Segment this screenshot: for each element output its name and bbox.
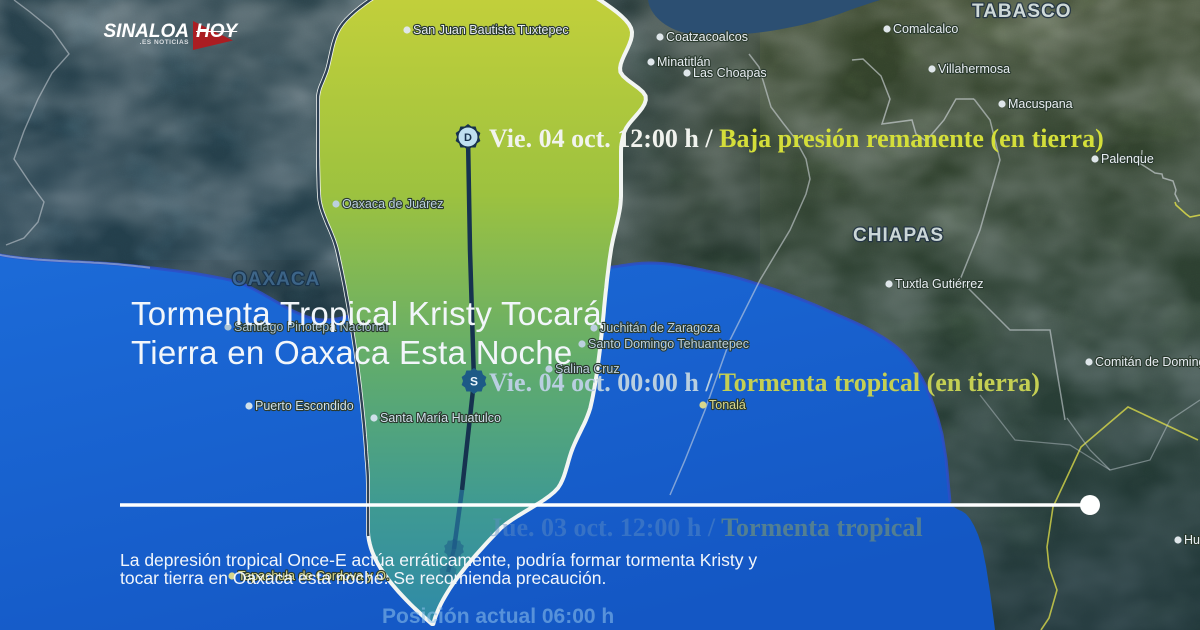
svg-text:Comitán de Dominguez: Comitán de Dominguez — [1095, 355, 1200, 369]
svg-text:Comalcalco: Comalcalco — [893, 22, 958, 36]
svg-text:OAXACA: OAXACA — [232, 269, 320, 290]
svg-text:Macuspana: Macuspana — [1008, 97, 1073, 111]
svg-text:S: S — [470, 375, 478, 389]
svg-text:Tuxtla Gutiérrez: Tuxtla Gutiérrez — [895, 277, 983, 291]
svg-text:Coatzacoalcos: Coatzacoalcos — [666, 30, 748, 44]
svg-text:Oaxaca de Juárez: Oaxaca de Juárez — [342, 197, 443, 211]
svg-text:TABASCO: TABASCO — [972, 1, 1072, 22]
svg-text:D: D — [464, 132, 472, 144]
svg-text:Palenque: Palenque — [1101, 152, 1154, 166]
svg-text:CHIAPAS: CHIAPAS — [853, 225, 944, 246]
svg-text:Villahermosa: Villahermosa — [938, 62, 1010, 76]
svg-text:Santa María Huatulco: Santa María Huatulco — [380, 411, 501, 425]
svg-text:Huehuetán: Huehuetán — [1184, 533, 1200, 547]
svg-text:Tonalá: Tonalá — [709, 398, 746, 412]
svg-text:Puerto Escondido: Puerto Escondido — [255, 399, 354, 413]
svg-text:San Juan Bautista Tuxtepec: San Juan Bautista Tuxtepec — [413, 23, 569, 37]
svg-text:Las Choapas: Las Choapas — [693, 66, 767, 80]
